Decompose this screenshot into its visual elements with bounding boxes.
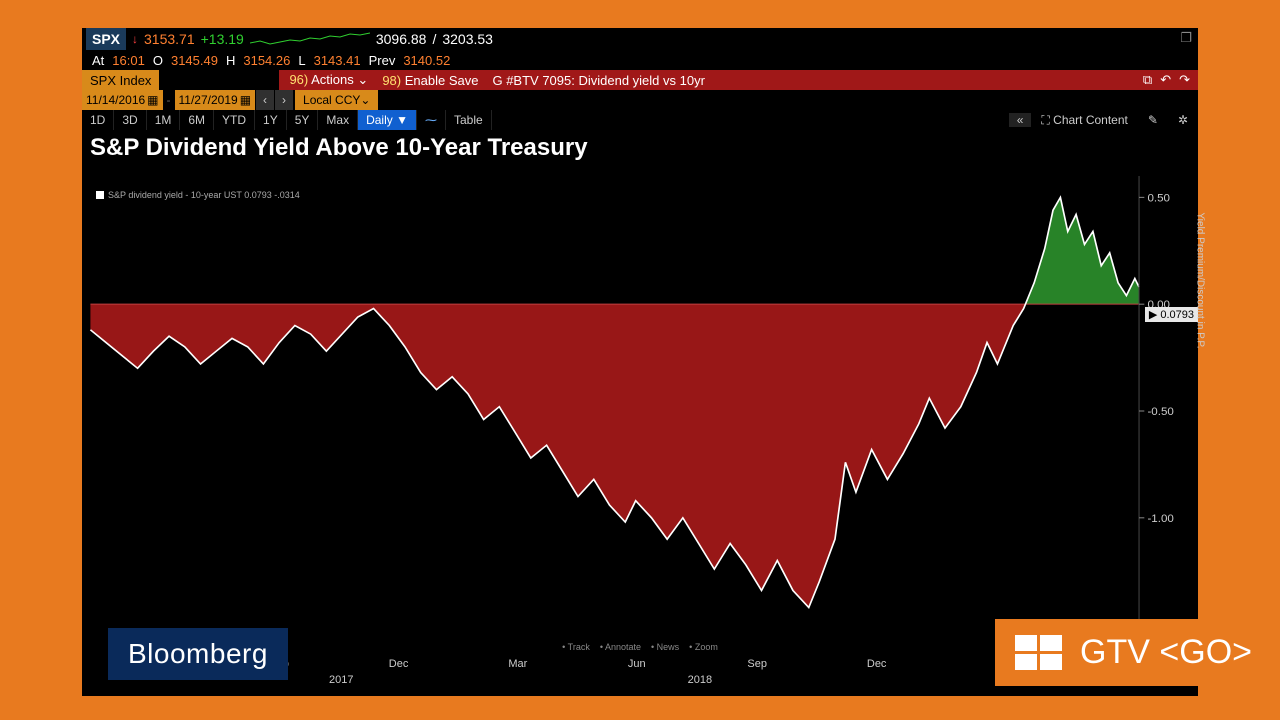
bloomberg-terminal-window: SPX ↓ 3153.71 +13.19 3096.88 / 3203.53 ❐ A… xyxy=(82,28,1198,692)
prev-value: 3140.52 xyxy=(403,53,450,68)
actions-num: 96) xyxy=(289,72,308,87)
last-price: 3153.71 xyxy=(144,31,195,47)
chart-tool-track[interactable]: • Track xyxy=(562,642,590,652)
monitor-icon xyxy=(1015,635,1062,670)
period-tab-1y[interactable]: 1Y xyxy=(255,110,287,130)
x-tick: Sep xyxy=(747,658,767,670)
currency-selector[interactable]: Local CCY ⌄ xyxy=(295,90,378,110)
date-sep: - xyxy=(163,93,175,107)
at-label: At xyxy=(92,53,104,68)
enable-save-button[interactable]: Enable Save xyxy=(405,73,479,88)
x-tick: Mar xyxy=(508,658,527,670)
maximize-icon[interactable]: ❐ xyxy=(1180,30,1192,46)
period-tab-1m[interactable]: 1M xyxy=(147,110,181,130)
bloomberg-logo: Bloomberg xyxy=(108,628,288,680)
down-arrow-icon: ↓ xyxy=(132,32,138,46)
frequency-selector[interactable]: Daily ▼ xyxy=(358,110,417,130)
end-date-input[interactable]: 11/27/2019 ▦ xyxy=(175,90,256,110)
currency-label: Local CCY xyxy=(303,93,360,107)
range-low: 3096.88 xyxy=(376,31,427,47)
period-tab-ytd[interactable]: YTD xyxy=(214,110,255,130)
time-value: 16:01 xyxy=(112,53,145,68)
chart-content-button[interactable]: ⛶ Chart Content xyxy=(1031,113,1137,128)
context-spacer xyxy=(159,70,279,90)
gear-icon[interactable]: ✲ xyxy=(1168,113,1198,127)
current-value: 0.0793 xyxy=(1160,309,1194,321)
table-tab[interactable]: Table xyxy=(446,110,492,130)
high-label: H xyxy=(226,53,235,68)
edit-icon[interactable]: ✎ xyxy=(1138,113,1168,127)
period-tab-max[interactable]: Max xyxy=(318,110,358,130)
open-value: 3145.49 xyxy=(171,53,218,68)
study-title: G #BTV 7095: Dividend yield vs 10yr xyxy=(492,73,704,88)
chart-tool-news[interactable]: • News xyxy=(651,642,679,652)
x-tick: Dec xyxy=(389,658,409,670)
period-tabs: 1D3D1M6MYTD1Y5YMaxDaily ▼⁓Table «⛶ Chart … xyxy=(82,110,1198,130)
high-value: 3154.26 xyxy=(243,53,290,68)
period-tab-5y[interactable]: 5Y xyxy=(287,110,319,130)
start-date-value: 11/14/2016 xyxy=(86,93,145,107)
context-bar: SPX Index 96) Actions ⌄ 98) Enable Save … xyxy=(82,70,1198,90)
period-tab-6m[interactable]: 6M xyxy=(180,110,214,130)
svg-text:0.50: 0.50 xyxy=(1147,193,1170,205)
gtv-go-banner: GTV <GO> xyxy=(995,619,1280,686)
redo-icon[interactable]: ↷ xyxy=(1179,72,1190,88)
chart-tool-annotate[interactable]: • Annotate xyxy=(600,642,641,652)
start-date-input[interactable]: 11/14/2016 ▦ xyxy=(82,90,163,110)
copy-icon[interactable]: ⧉ xyxy=(1143,72,1152,88)
date-nav-row: 11/14/2016 ▦ - 11/27/2019 ▦ ‹ › Local CC… xyxy=(82,90,1198,110)
low-value: 3143.41 xyxy=(314,53,361,68)
chart-type-icon[interactable]: ⁓ xyxy=(417,110,446,130)
chart-tools: • Track • Annotate • News • Zoom xyxy=(562,642,718,652)
end-date-value: 11/27/2019 xyxy=(179,93,238,107)
chevron-down-icon: ⌄ xyxy=(357,72,368,87)
range-sep: / xyxy=(432,31,436,47)
ohlc-row: At 16:01 O 3145.49 H 3154.26 L 3143.41 P… xyxy=(82,50,1198,70)
chevron-down-icon: ⌄ xyxy=(360,93,370,107)
x-year: 2017 xyxy=(329,674,353,686)
svg-text:-0.50: -0.50 xyxy=(1147,406,1173,418)
actions-bar: 96) Actions ⌄ 98) Enable Save G #BTV 709… xyxy=(279,70,1134,90)
price-change: +13.19 xyxy=(201,31,244,47)
range-high: 3203.53 xyxy=(442,31,493,47)
chart-legend: S&P dividend yield - 10-year UST 0.0793 … xyxy=(96,190,300,200)
calendar-icon: ▦ xyxy=(240,93,251,107)
prev-label: Prev xyxy=(369,53,396,68)
y-axis-label: Yield Premium/Discount in P.P. xyxy=(1195,213,1206,349)
index-label[interactable]: SPX Index xyxy=(82,70,159,90)
chart-tool-zoom[interactable]: • Zoom xyxy=(689,642,718,652)
collapse-icon[interactable]: « xyxy=(1009,113,1032,127)
period-tab-1d[interactable]: 1D xyxy=(82,110,114,130)
legend-swatch xyxy=(96,191,104,199)
legend-label: S&P dividend yield - 10-year UST 0.0793 … xyxy=(108,190,300,200)
ticker-row: SPX ↓ 3153.71 +13.19 3096.88 / 3203.53 ❐ xyxy=(82,28,1198,50)
enable-num: 98) xyxy=(382,73,401,88)
date-prev-button[interactable]: ‹ xyxy=(256,90,274,110)
x-tick: Dec xyxy=(867,658,887,670)
period-tab-3d[interactable]: 3D xyxy=(114,110,146,130)
chart-title: S&P Dividend Yield Above 10-Year Treasur… xyxy=(82,130,1198,166)
gtv-label: GTV <GO> xyxy=(1080,633,1252,672)
svg-text:-1.00: -1.00 xyxy=(1147,513,1173,525)
sparkline xyxy=(250,29,370,49)
open-label: O xyxy=(153,53,163,68)
low-label: L xyxy=(298,53,305,68)
calendar-icon: ▦ xyxy=(147,93,158,107)
x-year: 2018 xyxy=(688,674,712,686)
date-next-button[interactable]: › xyxy=(275,90,293,110)
x-tick: Jun xyxy=(628,658,646,670)
current-value-badge: ▶ 0.0793 xyxy=(1145,307,1198,322)
actions-menu[interactable]: Actions xyxy=(311,72,354,87)
undo-icon[interactable]: ↶ xyxy=(1160,72,1171,88)
chart-svg[interactable]: 0.500.00-0.50-1.00-1.50 xyxy=(82,166,1198,656)
contextbar-icons: ⧉ ↶ ↷ xyxy=(1135,70,1198,90)
ticker-symbol[interactable]: SPX xyxy=(86,28,126,50)
chart-area[interactable]: S&P dividend yield - 10-year UST 0.0793 … xyxy=(82,166,1198,656)
